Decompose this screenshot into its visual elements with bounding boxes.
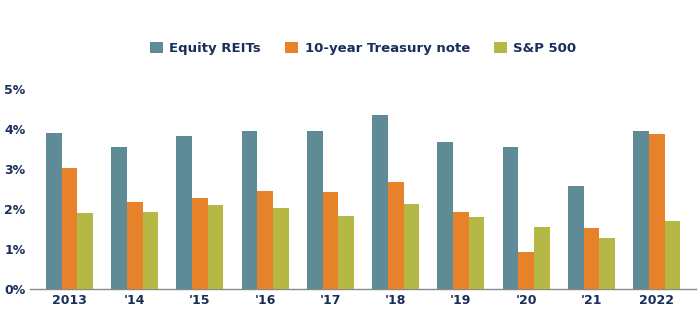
Bar bbox=[519, 252, 534, 289]
Bar bbox=[208, 205, 223, 289]
Bar bbox=[469, 217, 484, 289]
Bar bbox=[307, 131, 323, 289]
Bar bbox=[241, 131, 258, 289]
Bar bbox=[77, 213, 93, 289]
Bar bbox=[438, 142, 453, 289]
Bar bbox=[453, 212, 469, 289]
Legend: Equity REITs, 10-year Treasury note, S&P 500: Equity REITs, 10-year Treasury note, S&P… bbox=[144, 37, 582, 61]
Bar bbox=[192, 198, 208, 289]
Bar bbox=[338, 216, 354, 289]
Bar bbox=[143, 211, 158, 289]
Bar bbox=[176, 136, 192, 289]
Bar bbox=[388, 182, 403, 289]
Bar bbox=[664, 221, 680, 289]
Bar bbox=[534, 227, 550, 289]
Bar bbox=[258, 191, 273, 289]
Bar bbox=[111, 147, 127, 289]
Bar bbox=[46, 133, 62, 289]
Bar bbox=[503, 147, 519, 289]
Bar bbox=[599, 238, 615, 289]
Bar bbox=[127, 202, 143, 289]
Bar bbox=[568, 186, 584, 289]
Bar bbox=[584, 228, 599, 289]
Bar bbox=[634, 131, 649, 289]
Bar bbox=[62, 168, 77, 289]
Bar bbox=[403, 204, 419, 289]
Bar bbox=[323, 192, 338, 289]
Bar bbox=[273, 208, 288, 289]
Bar bbox=[649, 134, 664, 289]
Bar bbox=[372, 114, 388, 289]
